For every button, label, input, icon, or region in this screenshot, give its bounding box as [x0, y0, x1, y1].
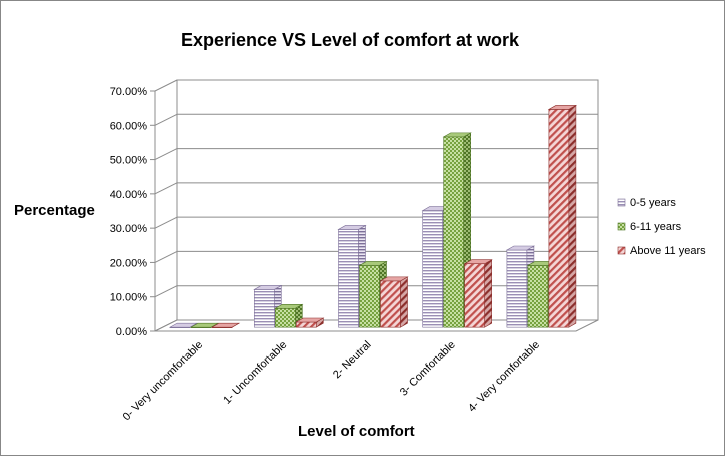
x-tick-label: 4- Very comfortable: [466, 339, 542, 415]
bar-top: [547, 105, 578, 110]
y-axis-label: Percentage: [14, 202, 95, 219]
bar-top: [379, 276, 409, 282]
bar-front: [506, 249, 528, 328]
bar-front: [274, 307, 296, 328]
gridline-side: [154, 216, 178, 229]
bar: [547, 104, 578, 328]
gridline-side: [154, 148, 178, 161]
y-tick-label: 60.00%: [110, 120, 148, 132]
bar-top: [337, 225, 367, 230]
gridline-side: [154, 285, 178, 298]
x-tick-label: 0- Very uncomfortable: [121, 339, 206, 424]
chart-title: Experience VS Level of comfort at work: [180, 30, 520, 50]
gridline-side: [154, 250, 178, 263]
bar-top: [442, 132, 472, 138]
y-tick-label: 40.00%: [110, 189, 148, 201]
legend-swatch: [617, 246, 626, 255]
bar-top: [274, 303, 304, 309]
gridline-side: [154, 79, 178, 92]
bar: [463, 259, 493, 328]
bar-front: [548, 109, 570, 328]
y-tick-label: 20.00%: [110, 257, 148, 269]
bar-side: [484, 259, 493, 328]
bar-front: [422, 210, 444, 328]
x-tick-label: 1- Uncomfortable: [221, 339, 289, 407]
legend-entry: 0-5 years: [630, 197, 676, 209]
y-tick-label: 70.00%: [110, 86, 148, 98]
legend-swatch: [617, 222, 626, 231]
bar-top: [189, 322, 220, 328]
bar: [210, 322, 241, 328]
bar-top: [358, 261, 388, 266]
bar-side: [400, 276, 408, 328]
bar-top: [295, 317, 325, 323]
y-tick-label: 50.00%: [110, 155, 148, 167]
bar: [295, 317, 325, 328]
bar-front: [443, 136, 465, 328]
bar-side: [568, 104, 577, 328]
y-tick-label: 0.00%: [116, 326, 147, 338]
bar-front: [338, 229, 359, 328]
y-tick-label: 10.00%: [110, 292, 148, 304]
x-tick-label: 3- Comfortable: [398, 339, 458, 399]
bar: [168, 322, 199, 328]
gridline-side: [154, 182, 178, 195]
legend-swatch: [617, 198, 626, 207]
bar-top: [168, 322, 199, 328]
bar-front: [380, 280, 401, 328]
bar: [274, 303, 304, 328]
x-tick-label: 2- Neutral: [331, 339, 374, 382]
bar-front: [359, 265, 380, 328]
bar-top: [253, 285, 283, 290]
legend-entry: 6-11 years: [630, 221, 682, 233]
bar-front: [295, 321, 317, 328]
bar-top: [505, 245, 536, 251]
bar: [379, 276, 409, 328]
bar-front: [527, 265, 549, 328]
x-axis-label: Level of comfort: [298, 423, 415, 440]
legend-entry: Above 11 years: [630, 245, 706, 257]
bar-top: [463, 259, 493, 265]
y-tick-label: 30.00%: [110, 223, 148, 235]
bar-front: [254, 289, 275, 328]
bar-front: [464, 263, 486, 328]
bar-top: [210, 322, 241, 328]
gridline-side: [154, 113, 178, 126]
